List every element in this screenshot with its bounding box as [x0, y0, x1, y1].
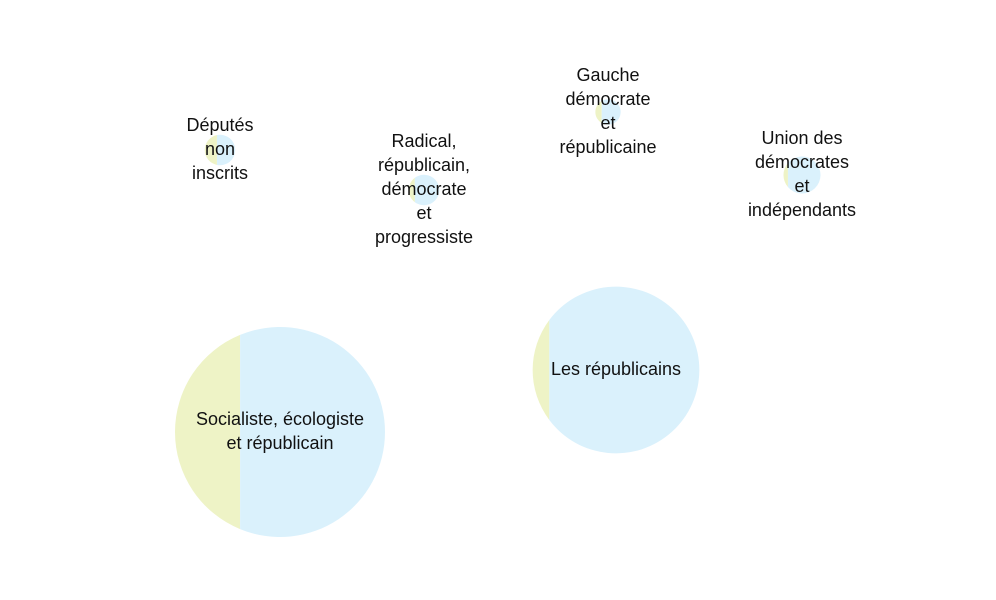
- bubble-label-line: Union des: [761, 128, 842, 148]
- bubble-republicains: Les républicains: [532, 286, 700, 454]
- bubble-gauche-democrate: Gauche démocrate et républicaine: [559, 65, 656, 157]
- bubble-label-line: progressiste: [375, 227, 473, 247]
- bubble-label-republicains: Les républicains: [551, 359, 681, 379]
- bubble-udi: Union des démocrates et indépendants: [748, 128, 856, 220]
- bubble-slice-left-republicains: [532, 319, 550, 421]
- bubble-label-udi: Union des démocrates et indépendants: [748, 128, 856, 220]
- bubble-label-line: démocrate: [381, 179, 466, 199]
- bubble-socialiste: Socialiste, écologiste et républicain: [174, 327, 385, 537]
- bubble-non-inscrits: Députés non inscrits: [186, 115, 253, 183]
- bubble-label-line: démocrates: [755, 152, 849, 172]
- bubble-slice-right-republicains: [549, 286, 700, 454]
- bubble-slice-left-socialiste: [174, 334, 241, 530]
- bubble-label-line: indépendants: [748, 200, 856, 220]
- bubble-slice-right-gauche-democrate: [601, 99, 621, 125]
- bubble-slice-right-radical: [414, 174, 440, 206]
- bubble-slice-right-non-inscrits: [216, 134, 236, 166]
- bubble-label-gauche-democrate: Gauche démocrate et républicaine: [559, 65, 656, 157]
- bubble-label-radical: Radical, républicain, démocrate et progressi…: [375, 131, 473, 247]
- bubble-label-non-inscrits: Députés non inscrits: [186, 115, 253, 183]
- bubble-slice-left-udi: [783, 162, 788, 188]
- bubble-label-line: et: [600, 113, 615, 133]
- bubble-label-line: inscrits: [192, 163, 248, 183]
- bubble-slice-right-socialiste: [240, 327, 385, 537]
- bubble-label-line: républicain,: [378, 155, 470, 175]
- bubble-radical: Radical, républicain, démocrate et progressi…: [375, 131, 473, 247]
- bubble-label-line: et républicain: [226, 433, 333, 453]
- bubble-slice-left-non-inscrits: [204, 135, 217, 165]
- bubble-label-line: Les républicains: [551, 359, 681, 379]
- bubble-label-line: Socialiste, écologiste: [196, 409, 364, 429]
- bubble-label-line: Radical,: [391, 131, 456, 151]
- bubble-label-line: Députés: [186, 115, 253, 135]
- bubble-slice-left-radical: [408, 177, 415, 203]
- bubble-label-line: Gauche: [576, 65, 639, 85]
- bubble-label-line: et: [794, 176, 809, 196]
- bubble-slice-right-udi: [787, 156, 821, 194]
- bubble-label-line: républicaine: [559, 137, 656, 157]
- bubble-label-line: démocrate: [565, 89, 650, 109]
- bubble-label-line: et: [416, 203, 431, 223]
- bubble-label-socialiste: Socialiste, écologiste et républicain: [196, 409, 364, 453]
- bubble-slice-left-gauche-democrate: [595, 101, 602, 123]
- bubble-label-line: non: [205, 139, 235, 159]
